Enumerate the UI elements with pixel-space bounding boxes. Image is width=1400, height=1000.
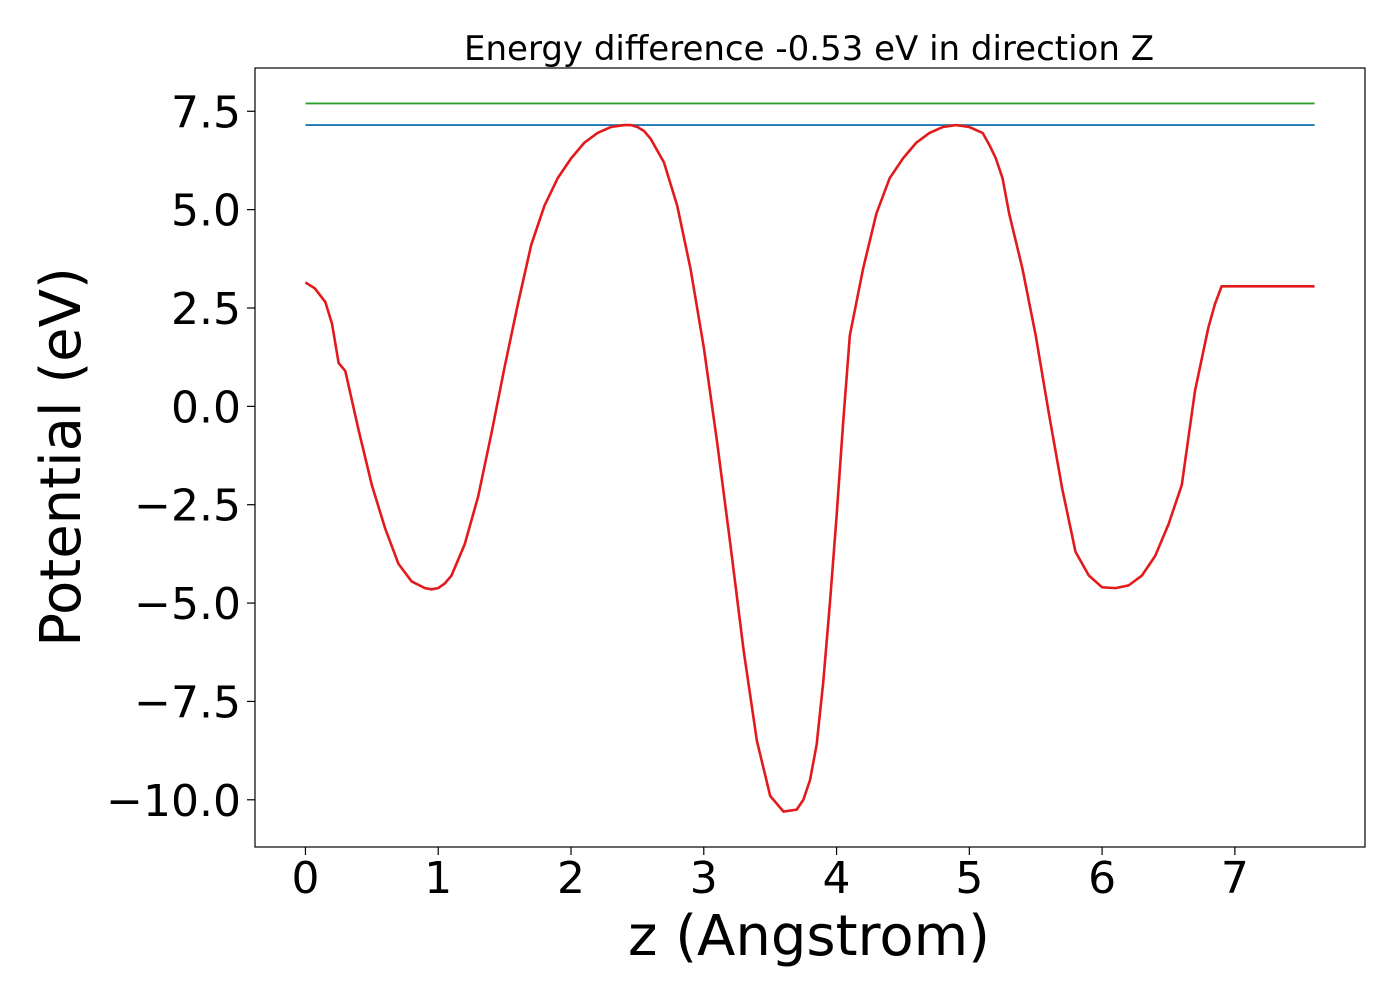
x-tick-label: 2 (557, 853, 585, 904)
y-axis: 7.5 5.0 2.5 0.0 −2.5 −5.0 −7.5 −10.0 (106, 87, 255, 827)
x-tick-label: 0 (291, 853, 319, 904)
x-tick-label: 3 (690, 853, 718, 904)
x-axis: 0 1 2 3 4 5 6 7 (291, 847, 1249, 904)
y-tick-label: 7.5 (171, 87, 241, 138)
x-tick-label: 6 (1088, 853, 1116, 904)
x-tick-label: 4 (823, 853, 851, 904)
series-line-2 (304, 123, 1315, 813)
x-tick-label: 5 (955, 853, 983, 904)
plot-area (254, 67, 1366, 848)
series-layer (304, 102, 1315, 813)
y-tick-label: −10.0 (106, 776, 241, 827)
y-axis-label: Potential (eV) (29, 267, 94, 647)
y-tick-label: −7.5 (134, 677, 241, 728)
chart-title: Energy difference -0.53 eV in direction … (464, 29, 1154, 69)
y-tick-label: 0.0 (171, 382, 241, 433)
x-tick-label: 7 (1221, 853, 1249, 904)
x-axis-label: z (Angstrom) (628, 904, 990, 969)
y-tick-label: −5.0 (134, 579, 241, 630)
plot-background (255, 68, 1365, 847)
y-tick-label: 5.0 (171, 186, 241, 237)
x-tick-label: 1 (424, 853, 452, 904)
y-tick-label: 2.5 (171, 284, 241, 335)
plot-frame (254, 67, 1366, 848)
y-tick-label: −2.5 (134, 481, 241, 532)
